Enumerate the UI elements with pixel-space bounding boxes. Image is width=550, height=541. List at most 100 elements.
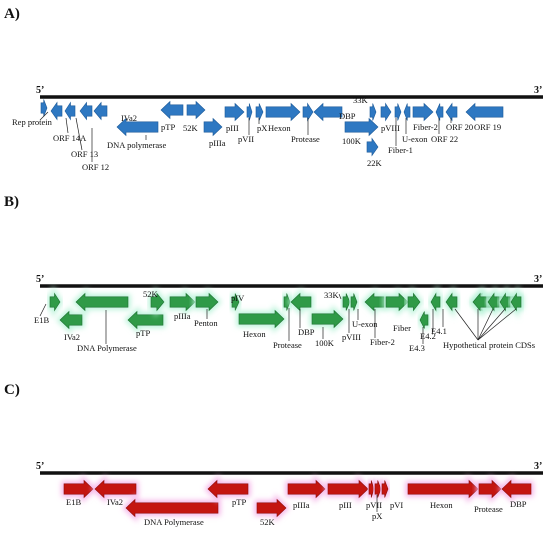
gene-arrow-b-fiber <box>407 292 421 312</box>
gene-label-a-22k: 22K <box>367 158 383 168</box>
gene-arrow-b-piv <box>231 293 240 311</box>
gene-label-c-pvii: pVII <box>366 500 382 510</box>
gene-label-b-iva2: IVa2 <box>64 332 80 342</box>
gene-arrow-c-hexon <box>407 479 479 499</box>
hypothetical-cds-arrow-3 <box>499 292 511 312</box>
gene-arrow-a-orf-13 <box>64 101 76 121</box>
gene-label-c-hexon: Hexon <box>430 500 453 510</box>
gene-label-c-piiia: pIIIa <box>293 500 310 510</box>
gene-label-a-u-exon: U-exon <box>402 134 428 144</box>
gene-arrow-b-100k <box>311 309 344 329</box>
hypothetical-cds-leader-1 <box>454 308 479 341</box>
gene-label-a-orf-19: ORF 19 <box>474 122 501 132</box>
gene-arrow-b-hexon <box>238 309 285 329</box>
gene-label-a-100k: 100K <box>342 136 362 146</box>
gene-arrow-c-piiia <box>287 479 326 499</box>
gene-arrow-b-fiber-2 <box>385 292 409 312</box>
gene-label-a-orf-22: ORF 22 <box>431 134 458 144</box>
panel-a-three-prime: 3’ <box>534 85 542 96</box>
gene-label-c-protease: Protease <box>474 504 503 514</box>
gene-label-c-px: pX <box>372 511 382 521</box>
gene-label-b-ptp: pTP <box>136 328 150 338</box>
gene-arrow-a-22k <box>366 137 379 157</box>
panel-c: C) 5’ 3’ E1B IVa2 DNA Polymerase pTP 52K pIII… <box>4 382 543 527</box>
gene-arrow-b-penton <box>195 292 219 312</box>
gene-label-a-px: pX <box>257 123 267 133</box>
gene-label-b-piiia: pIIIa <box>174 311 191 321</box>
gene-label-a-pviii: pVIII <box>381 123 400 133</box>
gene-label-b-fiber-2: Fiber-2 <box>370 337 395 347</box>
gene-arrow-a-dbp <box>313 102 343 122</box>
gene-label-a-hexon: Hexon <box>268 123 291 133</box>
gene-label-a-orf-13: ORF 13 <box>71 149 98 159</box>
gene-label-b-52k: 52K <box>143 289 159 299</box>
gene-arrow-c-pvi <box>381 480 389 498</box>
gene-arrow-a-iva2 <box>93 101 108 121</box>
gene-label-a-dbp: DBP <box>339 111 356 121</box>
gene-label-b-e4-3: E4.3 <box>409 343 425 353</box>
gene-arrow-b-protease <box>283 293 291 311</box>
gene-arrow-a-px <box>255 103 264 121</box>
panel-c-three-prime: 3’ <box>534 461 542 472</box>
gene-arrow-b-dbp <box>290 292 312 312</box>
leader-line-a-orf-13 <box>75 117 83 151</box>
gene-arrow-b-e1b <box>49 292 61 312</box>
gene-arrow-c-ptp <box>207 479 249 499</box>
panel-c-label: C) <box>4 382 20 398</box>
leader-line-b-e1b <box>39 303 47 317</box>
gene-arrow-a-52k <box>186 100 206 120</box>
gene-arrow-c-52k <box>256 498 287 518</box>
leader-line-a-rep-protein <box>39 111 49 121</box>
panel-b-label: B) <box>4 194 19 210</box>
hypothetical-cds-leader-3 <box>477 308 494 341</box>
gene-label-a-33k: 33K <box>353 95 369 105</box>
gene-arrow-b-pviii <box>350 293 358 311</box>
gene-label-c-dna-polymerase: DNA Polymerase <box>144 517 204 527</box>
gene-label-b-e4-1: E4.1 <box>431 326 447 336</box>
gene-label-a-rep-protein: Rep protein <box>12 117 53 127</box>
gene-arrow-b-e4-2 <box>430 292 441 312</box>
gene-label-b-fiber: Fiber <box>393 323 411 333</box>
gene-label-b-protease: Protease <box>273 340 302 350</box>
gene-arrow-b-52k <box>150 292 165 312</box>
gene-arrow-a-orf-14a <box>50 101 63 121</box>
gene-label-c-iva2: IVa2 <box>107 497 123 507</box>
gene-arrow-a-100k <box>344 117 379 137</box>
gene-label-b-e1b: E1B <box>34 315 49 325</box>
panel-b-five-prime: 5’ <box>36 274 44 285</box>
gene-label-a-orf-14a: ORF 14A <box>53 133 87 143</box>
gene-arrow-a-orf-19 <box>465 102 504 122</box>
gene-arrow-a-piii <box>224 102 245 122</box>
gene-arrow-a-fiber-2 <box>412 102 434 122</box>
hypothetical-cds-arrow-2 <box>487 292 500 312</box>
gene-arrow-a-piiia <box>203 117 223 137</box>
panel-a-label: A) <box>4 6 20 22</box>
gene-label-b-dna-polymerase: DNA Polymerase <box>77 343 137 353</box>
gene-label-b-penton: Penton <box>194 318 218 328</box>
panel-c-gene-labels: E1B IVa2 DNA Polymerase pTP 52K pIIIa pIII pVII… <box>66 495 527 527</box>
gene-label-a-ptp: pTP <box>161 122 175 132</box>
panel-c-genes <box>61 474 534 523</box>
gene-label-c-piii: pIII <box>339 500 352 510</box>
gene-label-b-33k: 33K <box>324 290 340 300</box>
gene-label-a-dna-polymerase: DNA polymerase <box>107 140 166 150</box>
leader-line-b-33k <box>338 293 342 300</box>
gene-arrow-a-ptp <box>160 100 184 120</box>
gene-label-c-ptp: pTP <box>232 497 246 507</box>
gene-arrow-c-dna-polymerase <box>125 498 219 518</box>
gene-arrow-c-e1b <box>63 479 94 499</box>
gene-arrow-a-pviii <box>380 102 392 122</box>
gene-arrow-c-px <box>374 480 382 498</box>
gene-arrow-a-protease <box>302 102 314 122</box>
gene-arrow-b-piiia <box>169 292 196 312</box>
gene-label-a-orf-12: ORF 12 <box>82 162 109 172</box>
gene-arrow-a-fiber-1 <box>394 103 402 121</box>
panel-b-three-prime: 3’ <box>534 274 542 285</box>
gene-arrow-c-dbp <box>501 479 532 499</box>
gene-label-a-piiia: pIIIa <box>209 138 226 148</box>
gene-arrow-c-piii <box>327 479 369 499</box>
